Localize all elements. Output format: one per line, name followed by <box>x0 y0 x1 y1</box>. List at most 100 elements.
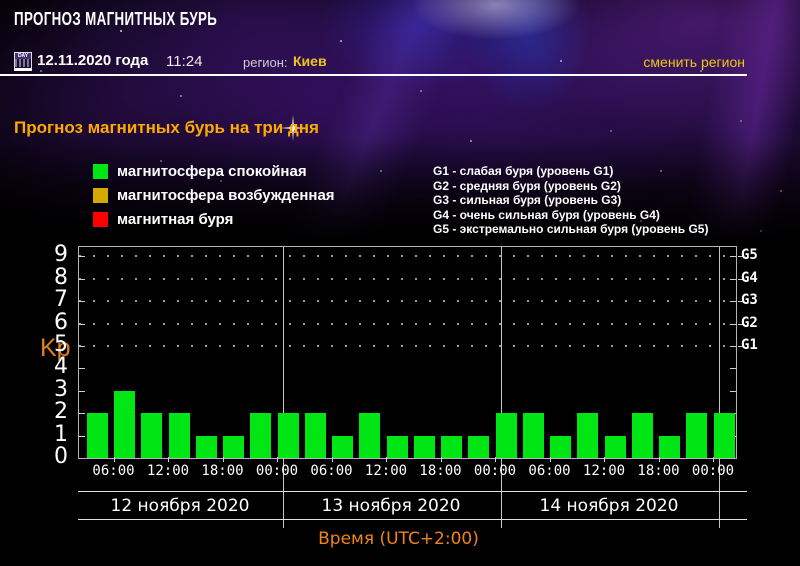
x-tick <box>658 457 660 462</box>
x-tick-label: 06:00 <box>92 463 135 479</box>
x-tick-label: 00:00 <box>473 463 517 479</box>
x-tick <box>713 457 714 462</box>
kp-bar <box>631 413 653 458</box>
x-tick <box>549 457 551 462</box>
g-axis-label: G2 <box>741 314 758 331</box>
g-axis-label: G4 <box>741 269 758 286</box>
x-tick <box>113 457 115 462</box>
legend-item-excited: магнитосфера возбужденная <box>93 187 335 204</box>
x-axis-ticks <box>78 457 735 463</box>
y-tick-label: 8 <box>54 264 68 290</box>
x-tick <box>440 457 442 462</box>
y-tick-label: 0 <box>54 444 68 469</box>
grid-dotted-row <box>79 255 736 258</box>
y-tick <box>79 368 85 369</box>
date-band-bottom-line <box>78 519 747 520</box>
y-tick <box>79 391 85 392</box>
storm-level-g3: G3 - сильная буря (уровень G3) <box>433 193 622 208</box>
grid-dotted-row <box>79 277 736 280</box>
y-tick <box>730 368 736 369</box>
kp-bar <box>468 436 490 458</box>
day-1-date: 12 ноября 2020 <box>110 496 250 516</box>
day-divider-line <box>719 247 720 528</box>
x-tick-label: 12:00 <box>364 463 408 479</box>
kp-bar <box>304 413 326 458</box>
kp-bar <box>659 436 680 458</box>
g-axis-label: G5 <box>741 247 758 264</box>
x-tick-label: 00:00 <box>691 463 735 479</box>
x-tick <box>277 457 278 462</box>
y-tick-outer <box>738 279 743 280</box>
legend-item-label: магнитная буря <box>117 211 234 228</box>
kp-bar <box>686 413 708 458</box>
kp-bar <box>577 413 599 458</box>
kp-bar <box>168 413 190 458</box>
x-tick <box>222 457 224 462</box>
kp-bar <box>114 391 135 458</box>
y-tick-label: 5 <box>54 332 68 357</box>
y-tick <box>730 346 736 347</box>
x-tick-label: 12:00 <box>146 463 190 479</box>
x-tick-label: 06:00 <box>310 463 353 479</box>
yellow-swatch-icon <box>93 188 108 203</box>
kp-bar <box>332 436 353 458</box>
x-axis-labels: 06:00 12:00 18:00 00:00 06:00 12:00 18:00 00:00… <box>78 463 758 479</box>
kp-bar <box>413 436 435 458</box>
kp-bar <box>250 413 272 458</box>
y-tick <box>79 279 85 280</box>
change-region-link[interactable]: сменить регион <box>643 54 745 70</box>
storm-levels-legend: G1 - слабая буря (уровень G1) G2 - средн… <box>433 164 708 237</box>
nebula-background-image <box>0 0 800 250</box>
x-tick-label: 18:00 <box>201 463 244 479</box>
legend-item-storm: магнитная буря <box>93 211 335 228</box>
y-tick <box>730 391 736 392</box>
x-tick-label: 06:00 <box>528 463 571 479</box>
y-tick <box>79 346 85 347</box>
day-divider-line <box>283 247 284 528</box>
page-title: ПРОГНОЗ МАГНИТНЫХ БУРЬ <box>14 9 218 29</box>
forecast-subtitle: Прогноз магнитных бурь на три дня <box>14 118 319 137</box>
g-axis-label: G1 <box>741 337 758 353</box>
y-tick <box>79 301 85 302</box>
kp-bar <box>141 413 163 458</box>
kp-bar <box>522 413 544 458</box>
y-tick <box>730 279 736 280</box>
y-tick <box>730 256 736 257</box>
y-tick-label: 9 <box>54 242 68 268</box>
grid-dotted-row <box>79 300 736 303</box>
storm-level-g4: G4 - очень сильная буря (уровень G4) <box>433 207 660 222</box>
current-time: 11:24 <box>166 53 203 70</box>
x-tick-label: 18:00 <box>419 463 462 479</box>
date-band-top-line <box>78 491 747 492</box>
green-swatch-icon <box>93 164 108 179</box>
y-tick-label: 1 <box>54 421 68 447</box>
legend-item-label: магнитосфера возбужденная <box>117 187 335 204</box>
y-tick <box>730 301 736 302</box>
storm-level-g1: G1 - слабая буря (уровень G1) <box>433 164 614 178</box>
x-tick <box>168 457 169 462</box>
y-tick-label: 4 <box>54 354 68 380</box>
x-tick-label: 12:00 <box>582 463 626 479</box>
kp-bar <box>386 436 408 458</box>
legend-item-label: магнитосфера спокойная <box>117 163 307 180</box>
y-tick-outer <box>738 346 743 347</box>
y-tick <box>79 436 85 437</box>
y-tick <box>79 413 85 414</box>
y-tick <box>79 256 85 257</box>
y-axis-title: Kp <box>40 334 71 362</box>
legend-item-quiet: магнитосфера спокойная <box>93 163 335 180</box>
grid-dotted-row <box>79 322 736 325</box>
x-tick-label: 00:00 <box>255 463 299 479</box>
day-2-date: 13 ноября 2020 <box>321 496 461 516</box>
x-tick <box>604 457 605 462</box>
kp-bar <box>441 436 462 458</box>
kp-bar <box>277 413 299 458</box>
kp-bar <box>86 413 108 458</box>
x-axis-title: Время (UTC+2:00) <box>318 529 479 549</box>
x-tick-label: 18:00 <box>637 463 680 479</box>
y-tick-label: 3 <box>54 376 68 402</box>
day-3-date: 14 ноября 2020 <box>539 496 679 516</box>
y-tick-outer <box>738 324 743 325</box>
g-axis-label: G3 <box>741 292 758 309</box>
